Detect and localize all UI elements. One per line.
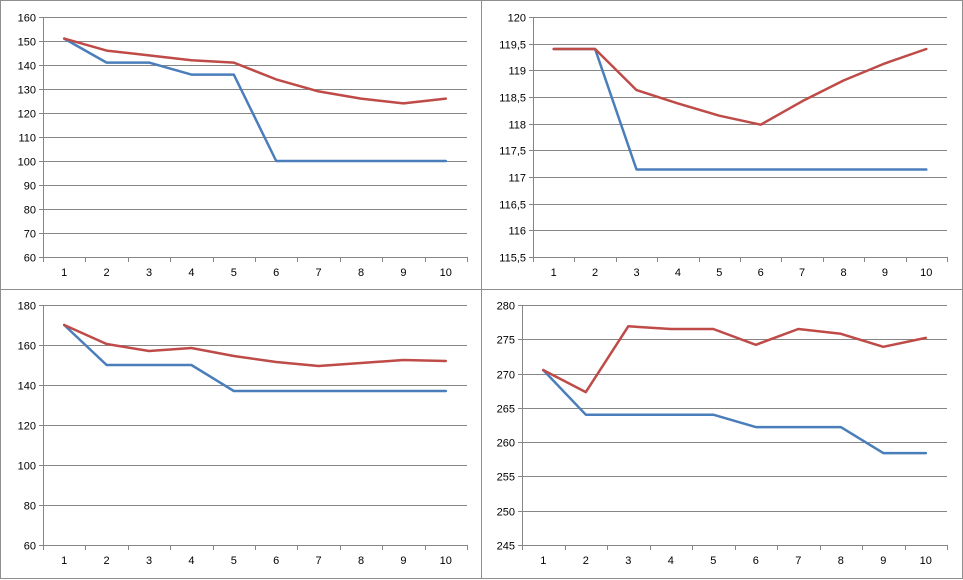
x-tick-label: 8 xyxy=(358,555,364,567)
x-tick-label: 5 xyxy=(710,555,716,567)
x-tick-label: 5 xyxy=(231,555,237,567)
y-tick-label: 116 xyxy=(508,226,526,238)
y-tick-label: 80 xyxy=(24,205,36,217)
y-tick-label: 60 xyxy=(24,541,36,553)
x-tick-label: 9 xyxy=(400,267,406,279)
y-tick-label: 160 xyxy=(18,13,36,25)
x-tick-label: 8 xyxy=(840,267,846,279)
y-tick-label: 120 xyxy=(508,13,526,25)
series-line-2 xyxy=(62,323,448,368)
series-line-1 xyxy=(62,323,448,393)
y-tick-label: 60 xyxy=(24,253,36,265)
x-tick-label: 10 xyxy=(440,555,452,567)
y-tick-label: 255 xyxy=(497,472,515,484)
y-tick-label: 140 xyxy=(18,61,36,73)
x-tick-label: 6 xyxy=(273,555,279,567)
x-tick-label: 3 xyxy=(146,555,152,567)
y-tick-label: 110 xyxy=(18,133,36,145)
y-tick-label: 265 xyxy=(497,404,515,416)
series-line-2 xyxy=(552,47,928,126)
x-tick-label: 3 xyxy=(146,267,152,279)
x-tick-label: 8 xyxy=(838,555,844,567)
x-tick-label: 4 xyxy=(668,555,674,567)
x-tick-label: 7 xyxy=(316,267,322,279)
x-tick-label: 4 xyxy=(188,267,194,279)
x-tick-label: 3 xyxy=(633,267,639,279)
x-tick-label: 1 xyxy=(540,555,546,567)
y-tick-label: 280 xyxy=(497,301,515,313)
y-tick-label: 117,5 xyxy=(499,146,526,158)
x-tick-label: 6 xyxy=(758,267,764,279)
x-tick-label: 6 xyxy=(273,267,279,279)
y-tick-label: 275 xyxy=(497,335,515,347)
y-tick-label: 130 xyxy=(18,85,36,97)
series-line-2 xyxy=(542,325,928,394)
series-line-1 xyxy=(552,47,928,171)
y-tick-label: 180 xyxy=(18,301,36,313)
x-tick-label: 9 xyxy=(880,555,886,567)
y-tick-label: 250 xyxy=(497,507,515,519)
y-tick-label: 100 xyxy=(18,157,36,169)
y-tick-label: 115,5 xyxy=(499,253,526,265)
series-line-1 xyxy=(542,368,928,455)
x-tick-label: 3 xyxy=(625,555,631,567)
x-tick-label: 4 xyxy=(188,555,194,567)
y-tick-label: 100 xyxy=(18,461,36,473)
x-tick-label: 7 xyxy=(799,267,805,279)
y-tick-label: 119 xyxy=(508,66,526,78)
y-tick-label: 150 xyxy=(18,37,36,49)
x-tick-label: 10 xyxy=(920,267,932,279)
x-tick-label: 2 xyxy=(104,267,110,279)
y-tick-label: 270 xyxy=(497,370,515,382)
chart-panel-top-left: 60 70 80 90 100 110 120 130 140 150 160 1 2 3 4 5 6 7 8 9 10 xyxy=(0,0,482,290)
y-tick-label: 70 xyxy=(24,229,36,241)
x-tick-label: 5 xyxy=(716,267,722,279)
x-tick-label: 9 xyxy=(882,267,888,279)
x-tick-label: 5 xyxy=(231,267,237,279)
chart-top-left: 60 70 80 90 100 110 120 130 140 150 160 1 2 3 4 5 6 7 8 9 10 xyxy=(18,13,468,279)
chart-panel-bottom-right: 245 250 255 260 265 270 275 280 1 2 3 4 5 6 7 8 9 10 xyxy=(481,289,963,579)
y-tick-label: 120 xyxy=(18,109,36,121)
x-tick-label: 2 xyxy=(104,555,110,567)
y-tick-label: 118,5 xyxy=(499,93,526,105)
y-tick-label: 160 xyxy=(18,341,36,353)
x-tick-label: 2 xyxy=(583,555,589,567)
x-tick-label: 8 xyxy=(358,267,364,279)
chart-bottom-right: 245 250 255 260 265 270 275 280 1 2 3 4 5 6 7 8 9 10 xyxy=(497,301,948,567)
chart-panel-top-right: 115,5 116 116,5 117 117,5 118 118,5 119 119,5 120… xyxy=(481,0,963,290)
x-tick-label: 10 xyxy=(920,555,932,567)
x-tick-label: 7 xyxy=(316,555,322,567)
y-tick-label: 140 xyxy=(18,381,36,393)
x-tick-label: 1 xyxy=(61,555,67,567)
y-tick-label: 245 xyxy=(497,541,515,553)
y-tick-label: 80 xyxy=(24,501,36,513)
chart-top-right: 115,5 116 116,5 117 117,5 118 118,5 119 119,5 120… xyxy=(499,13,948,279)
x-tick-label: 7 xyxy=(795,555,801,567)
chart-bottom-left: 60 80 100 120 140 160 180 1 2 3 4 5 6 7 8 9 10 xyxy=(18,301,468,567)
x-tick-label: 2 xyxy=(592,267,598,279)
y-tick-label: 90 xyxy=(24,181,36,193)
series-line-2 xyxy=(62,37,448,105)
x-tick-label: 4 xyxy=(675,267,681,279)
y-tick-label: 118 xyxy=(508,120,526,132)
x-tick-label: 6 xyxy=(753,555,759,567)
series-line-1 xyxy=(62,37,448,163)
chart-panel-bottom-left: 60 80 100 120 140 160 180 1 2 3 4 5 6 7 8 9 10 xyxy=(0,289,482,579)
x-tick-label: 10 xyxy=(440,267,452,279)
y-tick-label: 119,5 xyxy=(499,40,526,52)
x-tick-label: 9 xyxy=(400,555,406,567)
y-tick-label: 260 xyxy=(497,438,515,450)
y-tick-label: 116,5 xyxy=(499,200,526,212)
y-tick-label: 117 xyxy=(508,173,526,185)
x-tick-label: 1 xyxy=(61,267,67,279)
x-tick-label: 1 xyxy=(551,267,557,279)
y-tick-label: 120 xyxy=(18,421,36,433)
